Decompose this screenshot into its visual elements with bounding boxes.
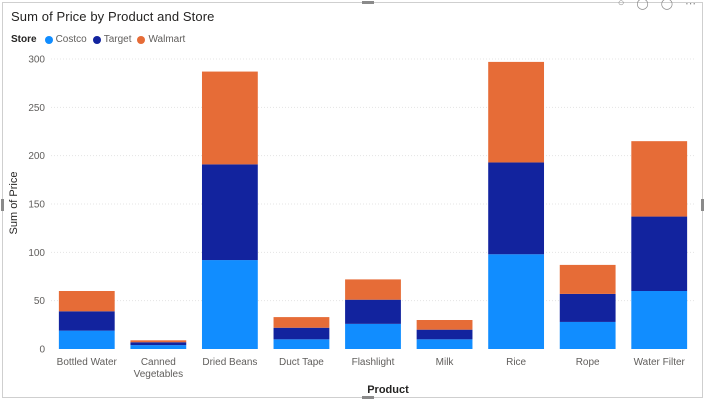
- x-tick-label-flashlight: Flashlight: [352, 357, 395, 368]
- more-options-icon[interactable]: ⋯: [685, 0, 696, 10]
- legend-dot-target: [92, 35, 101, 44]
- x-tick-label-rice: Rice: [506, 357, 526, 368]
- bar-rice-target[interactable]: [488, 162, 545, 255]
- legend-item-costco[interactable]: Costco: [44, 34, 87, 45]
- chart-legend: Store Costco Target Walmart: [11, 34, 185, 45]
- bar-duct-tape-target[interactable]: [273, 327, 330, 340]
- y-tick-label-250: 250: [28, 103, 45, 114]
- resize-handle-top[interactable]: [362, 1, 374, 4]
- legend-label-walmart: Walmart: [148, 34, 186, 45]
- legend-label-target: Target: [103, 34, 132, 45]
- copy-icon[interactable]: ◯: [636, 0, 649, 10]
- y-tick-label-50: 50: [34, 296, 46, 307]
- bar-flashlight-walmart[interactable]: [345, 279, 401, 300]
- gridlines: [51, 58, 695, 302]
- bar-canned-vegetables-target[interactable]: [130, 342, 187, 346]
- stacked-bar-chart: 0 50 100 150 200 250 300 Bottled Water Canned Ve…: [8, 55, 695, 396]
- bar-flashlight-target[interactable]: [345, 299, 401, 324]
- bar-canned-vegetables-costco[interactable]: [130, 345, 187, 349]
- legend-item-target[interactable]: Target: [92, 34, 132, 45]
- x-axis-label: Product: [367, 384, 409, 396]
- resize-handle-bottom[interactable]: [362, 396, 374, 399]
- chart-title: Sum of Price by Product and Store: [11, 9, 215, 24]
- x-axis-ticks: Bottled Water Canned Vegetables Dried Beans…: [57, 357, 686, 380]
- y-tick-label-300: 300: [28, 55, 45, 66]
- bar-rope-target[interactable]: [559, 293, 616, 322]
- x-tick-label-canned-vegetables: Canned Vegetables: [134, 357, 184, 380]
- x-tick-label-duct-tape: Duct Tape: [279, 357, 324, 368]
- bar-rope-costco[interactable]: [559, 321, 616, 349]
- x-tick-label-dried-beans: Dried Beans: [202, 357, 257, 368]
- bar-dried-beans-walmart[interactable]: [201, 71, 258, 165]
- bar-duct-tape-costco[interactable]: [273, 339, 330, 349]
- bar-water-filter-walmart[interactable]: [631, 141, 688, 217]
- resize-handle-left[interactable]: [1, 199, 4, 211]
- legend-title: Store: [11, 34, 37, 45]
- bar-milk-walmart[interactable]: [416, 320, 473, 330]
- bar-bottled-water-target[interactable]: [58, 311, 115, 331]
- bar-dried-beans-costco[interactable]: [201, 260, 258, 349]
- y-axis-label: Sum of Price: [8, 172, 20, 235]
- bar-rice-costco[interactable]: [488, 254, 545, 349]
- bar-water-filter-costco[interactable]: [631, 291, 688, 349]
- y-tick-label-0: 0: [39, 345, 45, 356]
- bar-rice-walmart[interactable]: [488, 61, 545, 163]
- bar-canned-vegetables-walmart[interactable]: [130, 340, 187, 343]
- bar-flashlight-costco[interactable]: [345, 323, 401, 349]
- filter-icon[interactable]: ◯: [660, 0, 673, 10]
- legend-dot-walmart: [137, 35, 146, 44]
- legend-item-walmart[interactable]: Walmart: [137, 34, 185, 45]
- x-tick-label-rope: Rope: [576, 357, 600, 368]
- legend-dot-costco: [44, 35, 53, 44]
- y-axis-ticks: 0 50 100 150 200 250 300: [28, 55, 45, 356]
- bar-milk-costco[interactable]: [416, 339, 473, 349]
- x-tick-label-water-filter: Water Filter: [634, 357, 686, 368]
- x-tick-label-milk: Milk: [436, 357, 455, 368]
- bar-milk-target[interactable]: [416, 329, 473, 340]
- bar-rope-walmart[interactable]: [559, 264, 616, 294]
- pin-icon[interactable]: ○: [617, 0, 625, 9]
- bar-bottled-water-walmart[interactable]: [58, 291, 115, 312]
- bar-dried-beans-target[interactable]: [201, 164, 258, 261]
- legend-label-costco: Costco: [55, 34, 87, 45]
- visual-header-icons: ○ ◯ ◯ ⋯: [618, 0, 696, 10]
- y-tick-label-100: 100: [28, 248, 45, 259]
- y-tick-label-150: 150: [28, 200, 45, 211]
- x-tick-label-bottled-water: Bottled Water: [57, 357, 118, 368]
- y-tick-label-200: 200: [28, 151, 45, 162]
- bar-duct-tape-walmart[interactable]: [273, 317, 330, 328]
- bars: [58, 61, 688, 349]
- resize-handle-right[interactable]: [701, 199, 704, 211]
- bar-water-filter-target[interactable]: [631, 216, 688, 291]
- bar-bottled-water-costco[interactable]: [58, 330, 115, 349]
